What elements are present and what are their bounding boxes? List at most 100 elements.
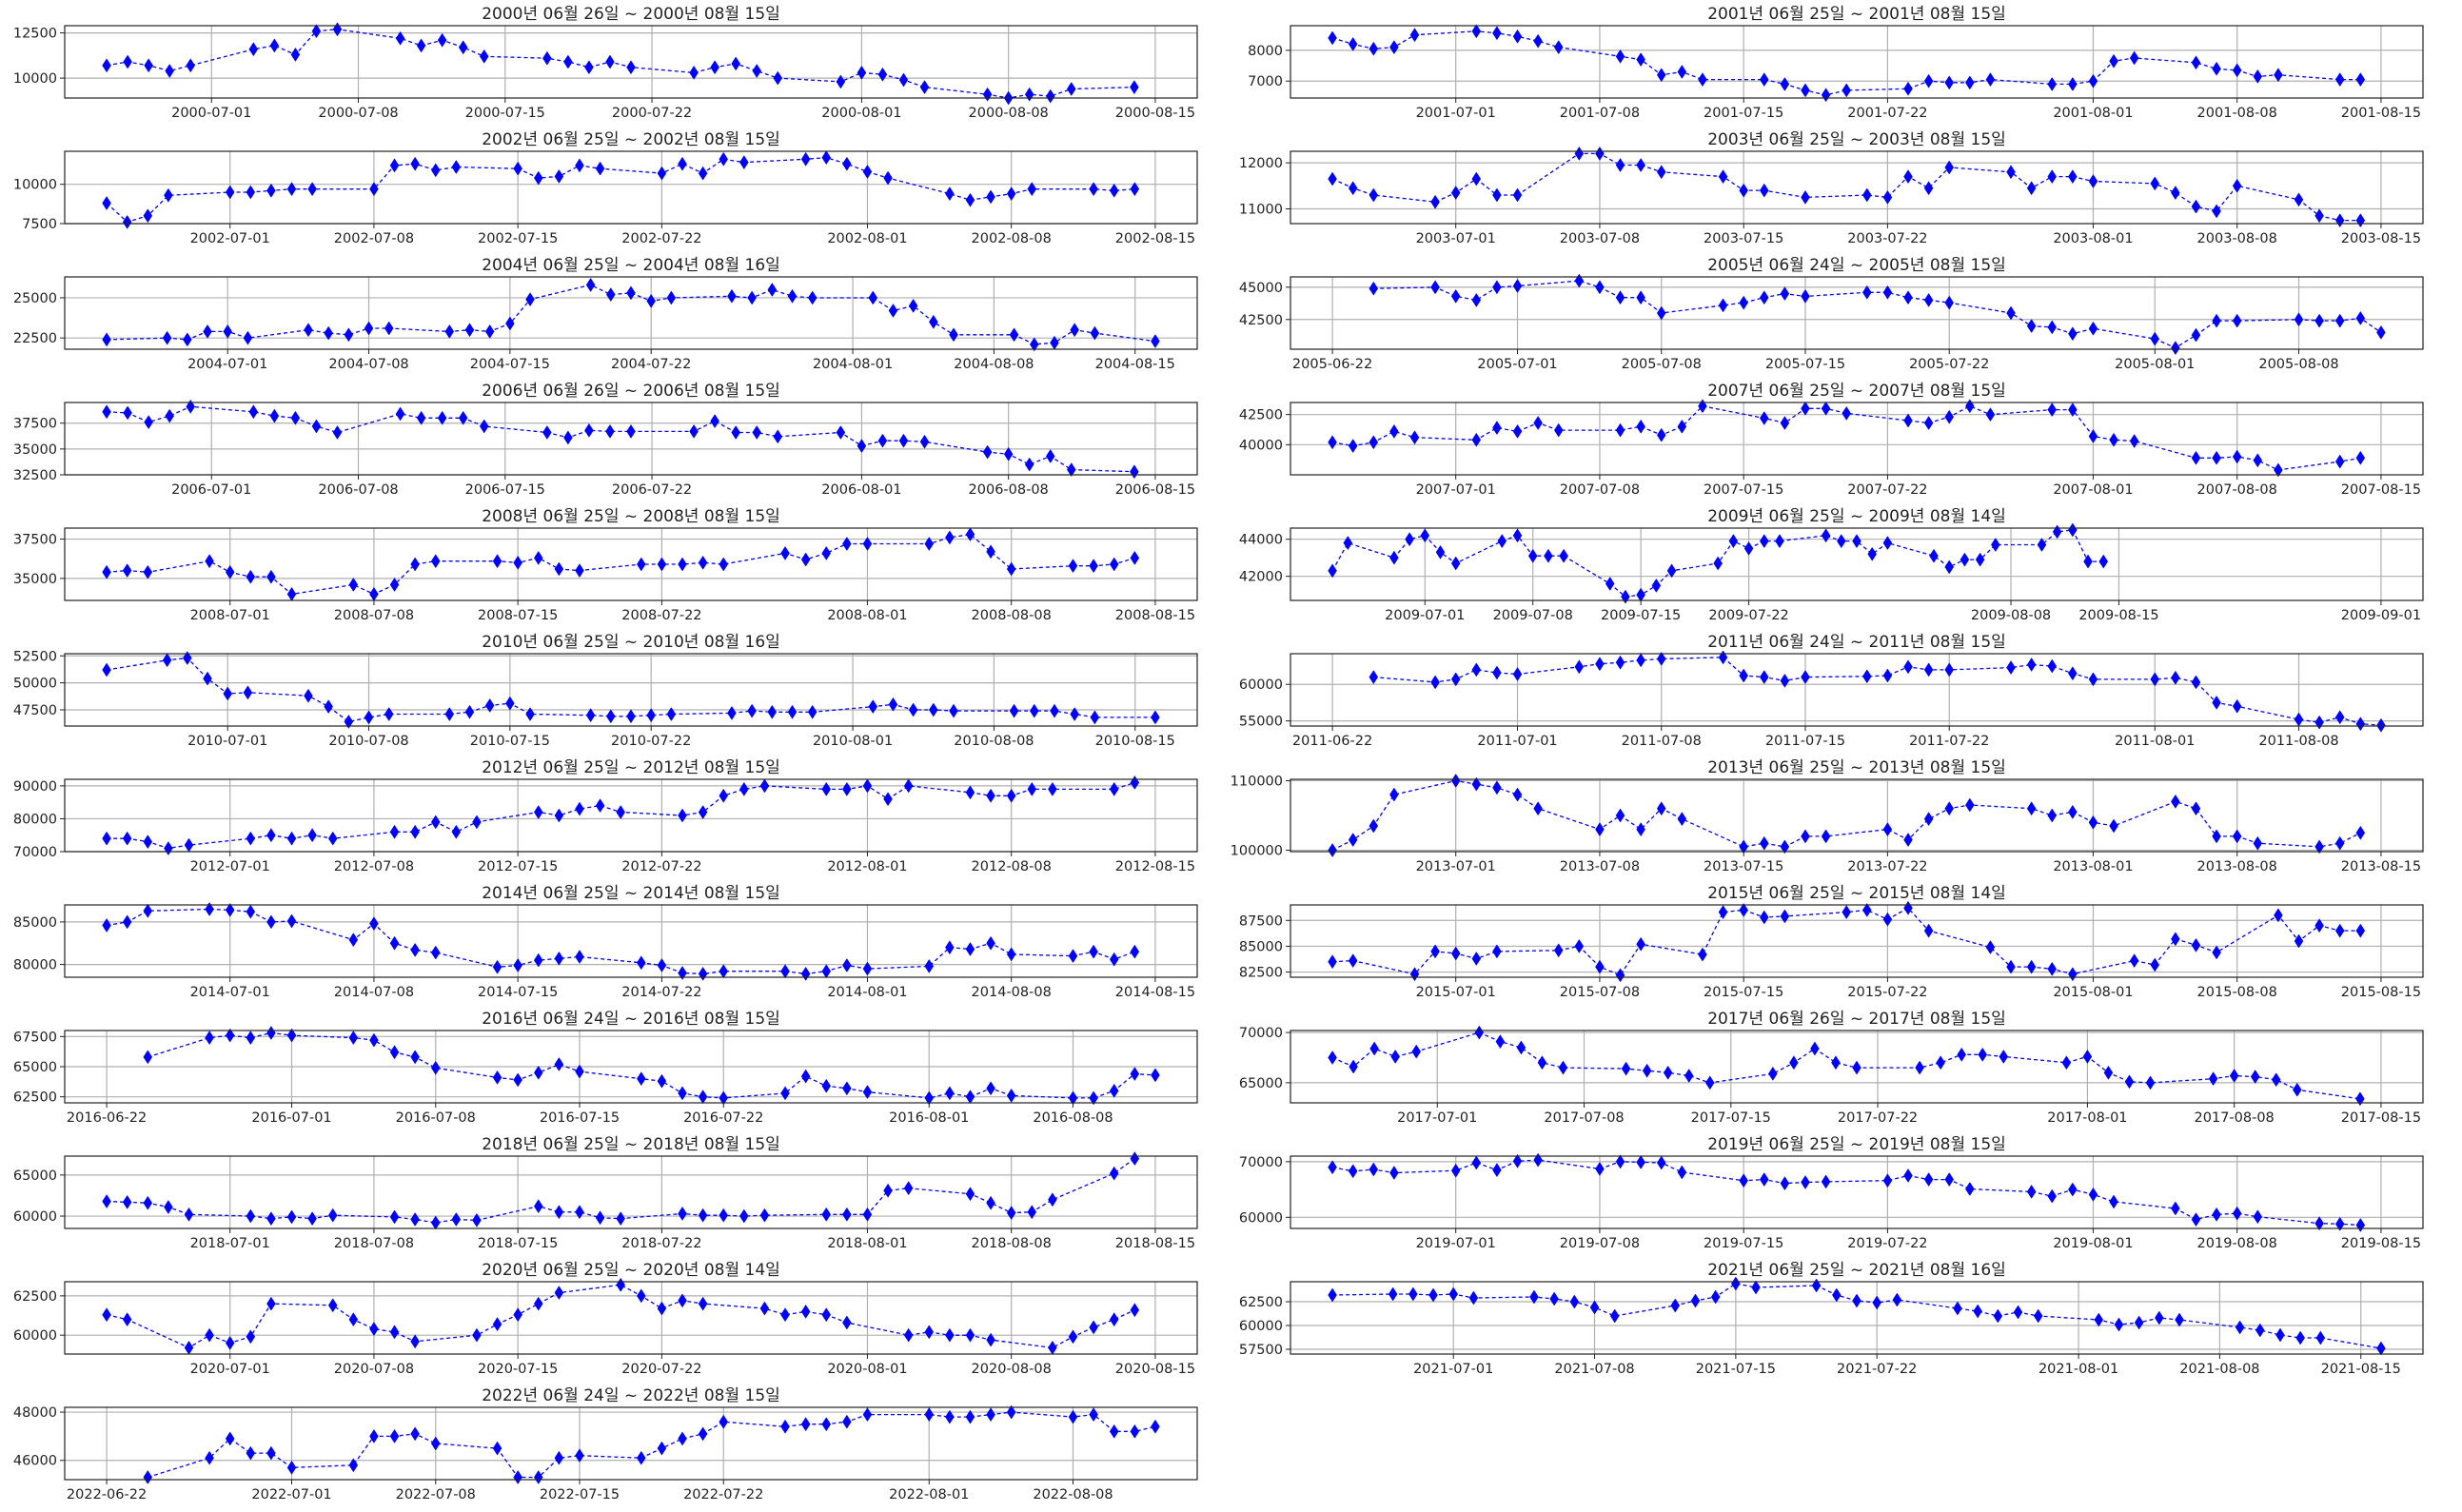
- data-point: [1801, 401, 1810, 416]
- x-tick-label: 2005-08-01: [2115, 357, 2195, 372]
- data-point: [1471, 171, 1482, 187]
- data-point: [492, 554, 502, 569]
- data-point: [2294, 192, 2304, 207]
- data-point: [657, 1073, 667, 1089]
- data-point: [1558, 1060, 1568, 1075]
- data-point: [389, 1209, 400, 1225]
- data-point: [821, 964, 832, 979]
- data-point: [965, 1409, 975, 1424]
- data-point: [2250, 1070, 2260, 1085]
- subplot-8: 2007년 06월 25일 ~ 2007년 08월 15일 2007-07-01 2…: [1239, 382, 2424, 498]
- data-point: [2334, 710, 2345, 725]
- data-point: [2314, 313, 2324, 328]
- data-point: [1656, 427, 1666, 442]
- x-tick-label: 2022-07-15: [540, 1487, 620, 1502]
- data-point: [903, 1181, 914, 1196]
- x-tick-label: 2007-08-01: [2053, 482, 2133, 498]
- data-point: [719, 788, 729, 803]
- data-point: [2068, 967, 2078, 982]
- y-tick-label: 60000: [13, 1328, 57, 1344]
- data-point: [1435, 544, 1446, 560]
- data-point: [842, 156, 852, 171]
- x-tick-label: 2004-07-08: [328, 357, 408, 372]
- y-tick-label: 50000: [13, 677, 57, 692]
- x-tick-label: 2006-07-01: [171, 482, 251, 498]
- data-point: [1544, 548, 1553, 563]
- data-point: [1512, 423, 1523, 439]
- data-point: [513, 958, 522, 972]
- data-point: [505, 316, 515, 331]
- x-tick-label: 2020-07-22: [621, 1362, 701, 1377]
- data-point: [1821, 401, 1831, 416]
- data-point: [1409, 430, 1420, 445]
- data-point: [1450, 773, 1461, 788]
- data-point: [752, 425, 762, 440]
- data-point: [246, 1445, 256, 1461]
- data-point: [2006, 305, 2016, 321]
- x-tick-label: 2004-07-22: [611, 357, 691, 372]
- data-point: [1852, 534, 1861, 549]
- data-point: [1492, 280, 1502, 295]
- x-tick-label: 2005-07-01: [1477, 357, 1557, 372]
- axes-frame: [64, 1030, 1198, 1104]
- axes-frame: [1290, 276, 2424, 350]
- data-point: [1775, 534, 1784, 549]
- data-point: [1615, 158, 1625, 172]
- data-point: [2191, 199, 2201, 214]
- data-point: [646, 293, 656, 308]
- data-point: [842, 958, 852, 972]
- x-tick-label: 2013-08-15: [2341, 859, 2421, 874]
- x-tick-label: 2019-07-22: [1847, 1236, 1927, 1251]
- data-point: [2212, 61, 2221, 76]
- data-point: [410, 1334, 420, 1349]
- data-point: [451, 1212, 462, 1227]
- data-point: [1448, 1286, 1459, 1302]
- data-point: [1130, 1151, 1140, 1167]
- data-point: [857, 65, 867, 80]
- data-point: [1713, 556, 1723, 571]
- data-point: [2061, 1055, 2072, 1070]
- data-point: [965, 785, 975, 800]
- data-point: [451, 824, 462, 839]
- data-point: [1882, 668, 1893, 683]
- data-point: [1045, 448, 1055, 463]
- data-point: [2315, 1330, 2326, 1345]
- data-point: [800, 1069, 811, 1084]
- data-point: [1882, 912, 1893, 927]
- data-point: [982, 444, 993, 460]
- data-point: [2094, 1312, 2104, 1327]
- data-point: [2171, 932, 2180, 947]
- data-point: [883, 792, 893, 807]
- x-tick-label: 2007-07-15: [1704, 482, 1783, 498]
- axes-frame: [1290, 1281, 2424, 1355]
- data-point: [945, 530, 955, 545]
- subplot-title: 2003년 06월 25일 ~ 2003년 08월 15일: [1707, 130, 2006, 149]
- data-point: [1842, 905, 1851, 920]
- y-tick-label: 62500: [1239, 1295, 1283, 1310]
- data-point: [1595, 146, 1605, 161]
- data-point: [1739, 902, 1748, 917]
- data-point: [1677, 812, 1687, 827]
- data-point: [1615, 968, 1625, 983]
- y-tick-label: 42000: [1239, 570, 1283, 585]
- data-point: [1636, 587, 1645, 602]
- data-point: [605, 423, 615, 439]
- x-tick-label: 2022-06-22: [67, 1487, 147, 1502]
- x-tick-label: 2010-07-22: [611, 734, 691, 749]
- x-tick-label: 2013-07-01: [1416, 859, 1496, 874]
- data-point: [1636, 1154, 1645, 1169]
- data-point: [1656, 1155, 1666, 1170]
- x-tick-label: 2019-07-01: [1416, 1236, 1496, 1251]
- data-point: [2253, 453, 2263, 468]
- data-point: [554, 1286, 564, 1301]
- data-point: [223, 686, 233, 701]
- data-point: [1574, 659, 1585, 675]
- data-point: [1923, 73, 1934, 88]
- x-tick-label: 2021-07-15: [1696, 1362, 1776, 1377]
- data-point: [637, 1450, 646, 1465]
- data-point: [2134, 1315, 2144, 1330]
- x-tick-label: 2003-08-15: [2341, 231, 2421, 246]
- data-point: [842, 1414, 852, 1429]
- data-point: [1497, 534, 1507, 549]
- data-point: [2171, 794, 2180, 809]
